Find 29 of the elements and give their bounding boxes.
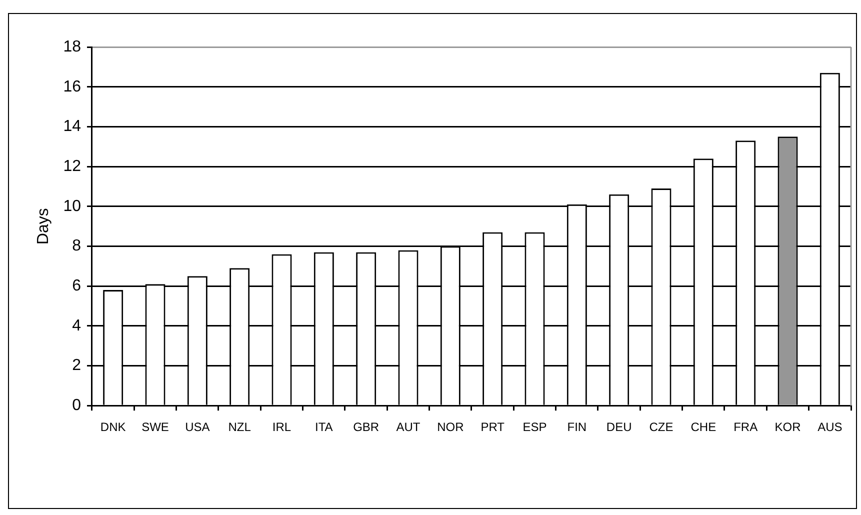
y-tick-label: 16 [63, 78, 82, 96]
x-tick-label: AUT [396, 420, 421, 434]
x-tick-label: AUS [818, 420, 842, 434]
y-axis-title: Days [35, 208, 52, 245]
x-tick-label: FIN [567, 420, 587, 434]
x-tick-label: DNK [100, 420, 126, 434]
x-tick-label: USA [185, 420, 210, 434]
x-tick-label: DEU [606, 420, 632, 434]
x-tick-label: PRT [480, 420, 506, 434]
x-tick-label: KOR [774, 420, 802, 434]
x-tick-label: ITA [315, 420, 333, 434]
y-tick-label: 18 [63, 38, 82, 56]
y-tick-label: 0 [72, 397, 82, 414]
y-tick-label: 2 [72, 357, 82, 374]
x-tick-label: NZL [228, 420, 252, 434]
x-tick-label: FRA [734, 420, 758, 434]
x-tick-label: IRL [272, 420, 292, 434]
x-tick-label: GBR [353, 420, 380, 434]
x-tick-label: CZE [649, 420, 674, 434]
y-tick-label: 10 [63, 198, 82, 215]
x-tick-label: CHE [690, 420, 716, 434]
y-tick-label: 6 [72, 277, 82, 294]
x-tick-label: SWE [142, 420, 169, 434]
y-tick-label: 4 [72, 317, 82, 334]
x-tick-label: NOR [437, 420, 464, 434]
x-tick-label: ESP [522, 420, 547, 434]
y-tick-label: 8 [72, 238, 82, 255]
y-tick-label: 12 [63, 158, 82, 175]
y-tick-label: 14 [63, 118, 82, 136]
